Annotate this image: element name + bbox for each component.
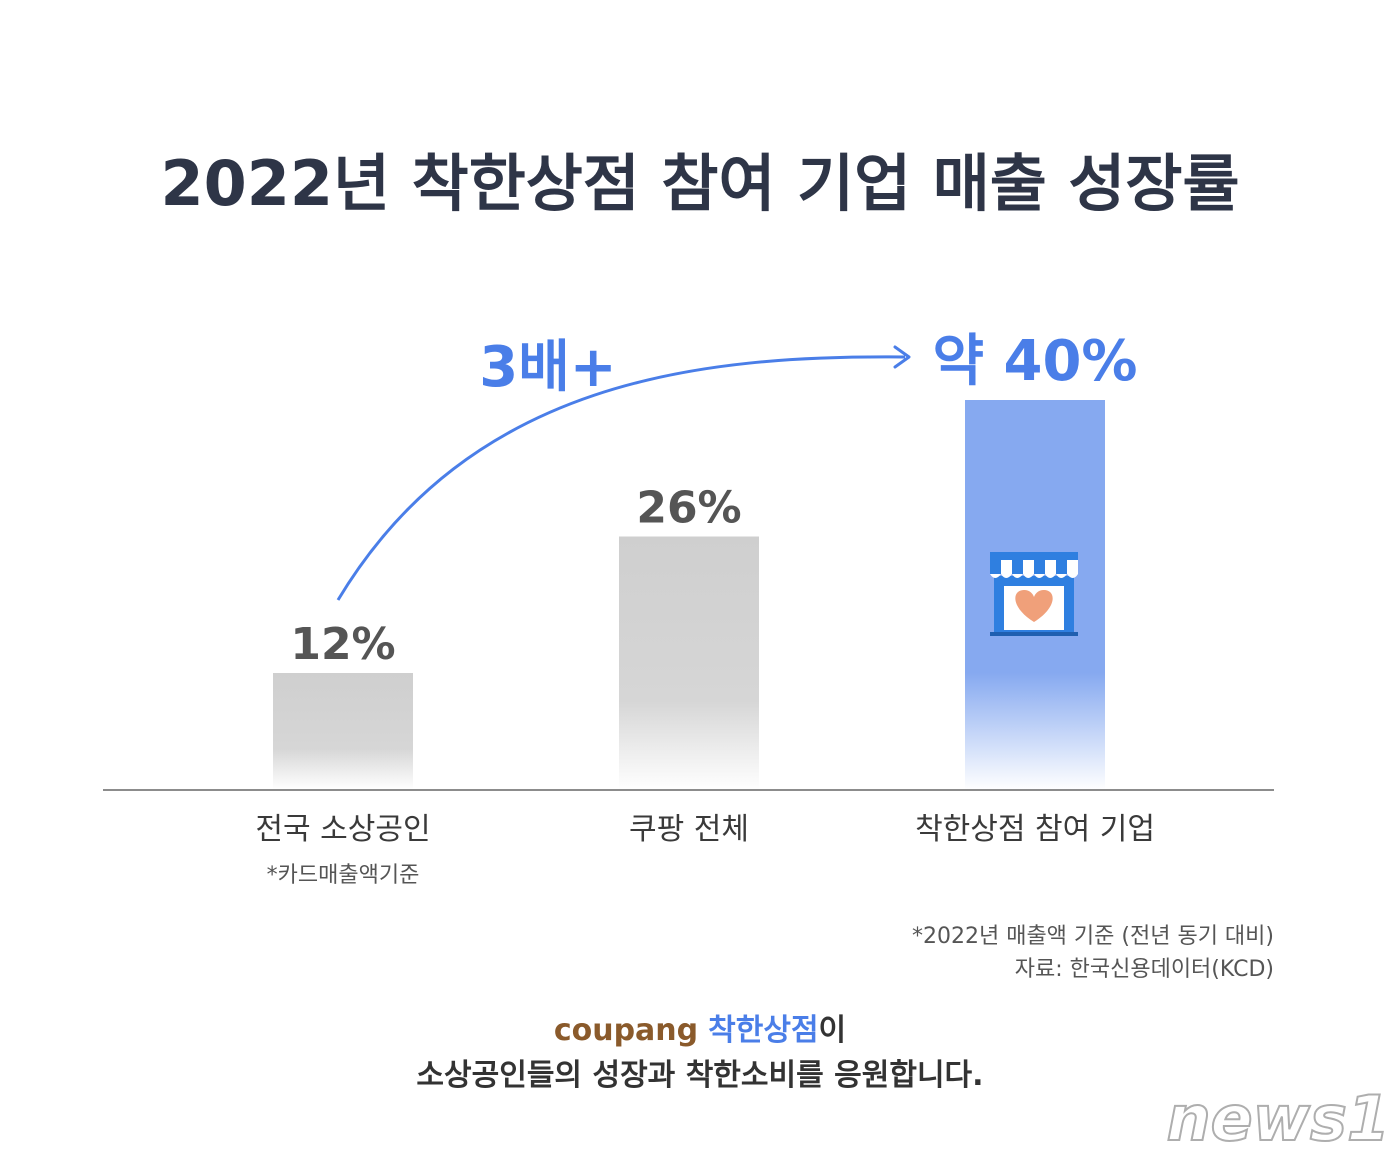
growth-annotation: 3배+ xyxy=(479,335,616,400)
footnote-source: 자료: 한국신용데이터(KCD) xyxy=(1015,957,1274,982)
slogan-particle: 이 xyxy=(819,1013,847,1048)
category-label-2: 쿠팡 전체 xyxy=(629,812,749,847)
category-label-1: 전국 소상공인 xyxy=(255,812,430,847)
growth-arrow xyxy=(336,355,906,601)
slogan-line-1: coupang 착한상점이 xyxy=(554,1013,846,1048)
value-label-2: 26% xyxy=(636,483,741,534)
store-heart-icon xyxy=(990,552,1078,636)
program-name: 착한상점 xyxy=(708,1013,818,1048)
bar-1 xyxy=(273,673,413,790)
category-label-3: 착한상점 참여 기업 xyxy=(915,812,1155,847)
slogan-line-2: 소상공인들의 성장과 착한소비를 응원합니다. xyxy=(416,1058,983,1093)
coupang-logo: coupang xyxy=(554,1013,698,1048)
bar-2 xyxy=(619,536,759,790)
bars-group xyxy=(273,400,1105,790)
category-note-1: *카드매출액기준 xyxy=(267,863,420,888)
value-label-3: 약 40% xyxy=(932,329,1137,394)
value-labels-group: 12% 26% 약 40% xyxy=(290,329,1137,670)
news1-watermark: news1 xyxy=(1166,1082,1390,1155)
category-labels-group: 전국 소상공인 *카드매출액기준 쿠팡 전체 착한상점 참여 기업 xyxy=(255,812,1155,888)
chart-title: 2022년 착한상점 참여 기업 매출 성장률 xyxy=(160,147,1239,220)
growth-arrow-head xyxy=(893,345,911,369)
value-label-1: 12% xyxy=(290,619,395,670)
footnote-basis: *2022년 매출액 기준 (전년 동기 대비) xyxy=(912,924,1274,949)
